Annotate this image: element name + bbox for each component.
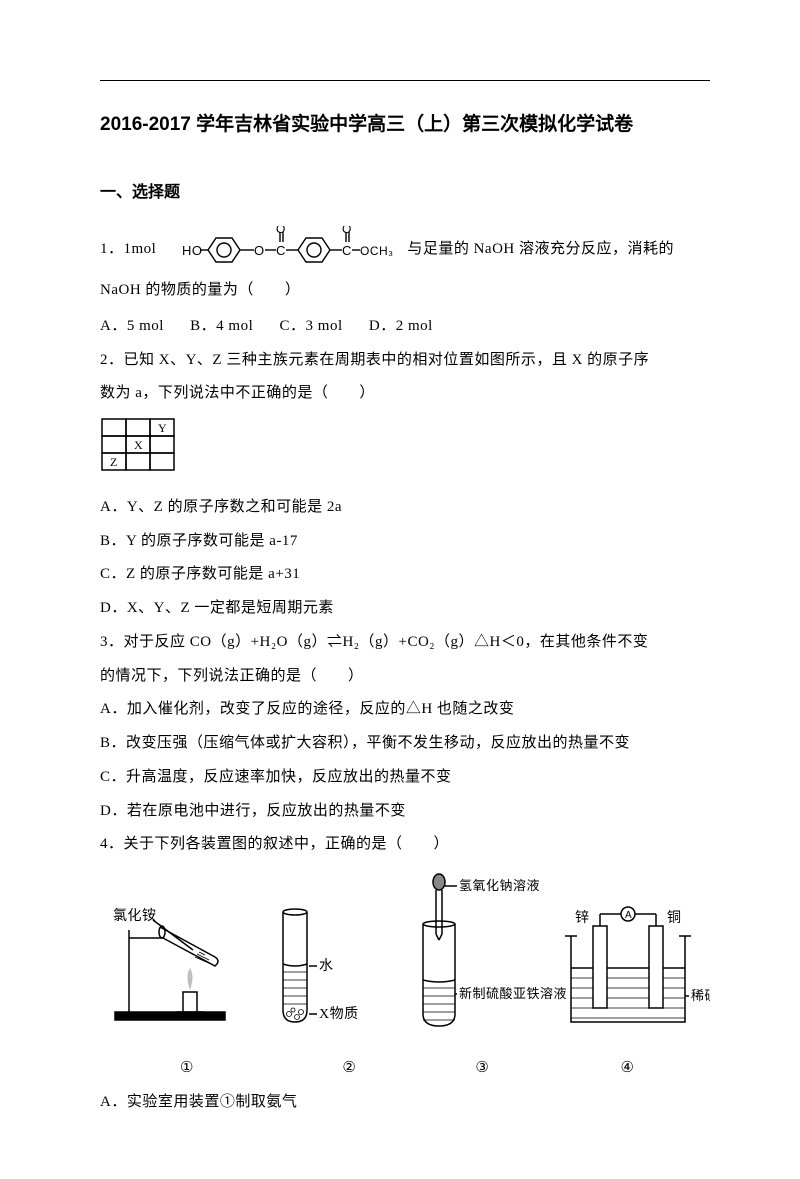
svg-text:氢氧化钠溶液: 氢氧化钠溶液 xyxy=(459,878,540,893)
question-3: 3．对于反应 CO（g）+H₂O（g）⇌H₂（g）+CO₂（g）△H＜0，在其他… xyxy=(100,626,710,829)
question-2: 2．已知 X、Y、Z 三种主族元素在周期表中的相对位置如图所示，且 X 的原子序… xyxy=(100,344,710,626)
svg-text:A: A xyxy=(625,910,632,921)
q1-options: A．5 mol B．4 mol C．3 mol D．2 mol xyxy=(100,310,710,344)
q4-line1: 4．关于下列各装置图的叙述中，正确的是（ ） xyxy=(100,828,710,862)
q2-periodic-table-fragment: Y X Z xyxy=(100,417,176,473)
svg-text:O: O xyxy=(276,226,286,236)
q3-opt-d: D．若在原电池中进行，反应放出的热量不变 xyxy=(100,795,710,829)
svg-text:O: O xyxy=(342,226,352,236)
q1-prefix: 1．1mol xyxy=(100,233,156,267)
q4-num-4: ④ xyxy=(555,1052,700,1086)
svg-text:O: O xyxy=(254,243,265,258)
svg-text:OCH₃: OCH₃ xyxy=(360,244,394,258)
q2-opt-d: D．X、Y、Z 一定都是短周期元素 xyxy=(100,592,710,626)
exam-title: 2016-2017 学年吉林省实验中学高三（上）第三次模拟化学试卷 xyxy=(100,109,710,136)
q3-opt-a: A．加入催化剂，改变了反应的途径，反应的△H 也随之改变 xyxy=(100,693,710,727)
svg-text:新制硫酸亚铁溶液: 新制硫酸亚铁溶液 xyxy=(459,986,567,1001)
q2-opt-b: B．Y 的原子序数可能是 a-17 xyxy=(100,525,710,559)
q2-opt-a: A．Y、Z 的原子序数之和可能是 2a xyxy=(100,491,710,525)
q2-opt-c: C．Z 的原子序数可能是 a+31 xyxy=(100,558,710,592)
q3-line2: 的情况下，下列说法正确的是（ ） xyxy=(100,660,710,694)
q1-suffix: 与足量的 NaOH 溶液充分反应，消耗的 xyxy=(407,233,674,267)
svg-text:稀硫酸: 稀硫酸 xyxy=(691,988,710,1003)
q4-apparatus-diagram: 氯化铵 xyxy=(100,872,710,1032)
q3-opt-b: B．改变压强（压缩气体或扩大容积），平衡不发生移动，反应放出的热量不变 xyxy=(100,727,710,761)
svg-text:水: 水 xyxy=(319,958,334,974)
q1-opt-c: C．3 mol xyxy=(280,318,343,334)
svg-text:铜: 铜 xyxy=(667,910,682,926)
svg-text:C: C xyxy=(342,243,352,258)
question-1: 1．1mol HO O C O xyxy=(100,226,710,344)
svg-text:Z: Z xyxy=(110,455,118,469)
q1-opt-b: B．4 mol xyxy=(190,318,253,334)
svg-text:Y: Y xyxy=(158,421,167,435)
q3-line1: 3．对于反应 CO（g）+H₂O（g）⇌H₂（g）+CO₂（g）△H＜0，在其他… xyxy=(100,626,710,660)
q4-opt-a: A．实验室用装置①制取氨气 xyxy=(100,1086,710,1120)
svg-text:氯化铵: 氯化铵 xyxy=(113,908,157,924)
q2-line1: 2．已知 X、Y、Z 三种主族元素在周期表中的相对位置如图所示，且 X 的原子序 xyxy=(100,344,710,378)
svg-text:HO: HO xyxy=(182,243,203,258)
q4-num-3: ③ xyxy=(410,1052,555,1086)
question-4: 4．关于下列各装置图的叙述中，正确的是（ ） xyxy=(100,828,710,1119)
svg-text:C: C xyxy=(276,243,286,258)
svg-text:锌: 锌 xyxy=(575,910,590,926)
q1-line2: NaOH 的物质的量为（ ） xyxy=(100,274,710,308)
q4-num-1: ① xyxy=(180,1052,289,1086)
q2-line2: 数为 a，下列说法中不正确的是（ ） xyxy=(100,377,710,411)
svg-text:X: X xyxy=(134,438,143,452)
q1-opt-d: D．2 mol xyxy=(369,318,433,334)
svg-text:X物质: X物质 xyxy=(319,1006,359,1022)
q3-opt-c: C．升高温度，反应速率加快，反应放出的热量不变 xyxy=(100,761,710,795)
q4-num-2: ② xyxy=(289,1052,410,1086)
q1-opt-a: A．5 mol xyxy=(100,318,164,334)
section-heading: 一、选择题 xyxy=(100,178,710,202)
q4-diagram-numbers: ① ② ③ ④ xyxy=(100,1052,710,1086)
q1-molecule-diagram: HO O C O C xyxy=(164,226,399,274)
